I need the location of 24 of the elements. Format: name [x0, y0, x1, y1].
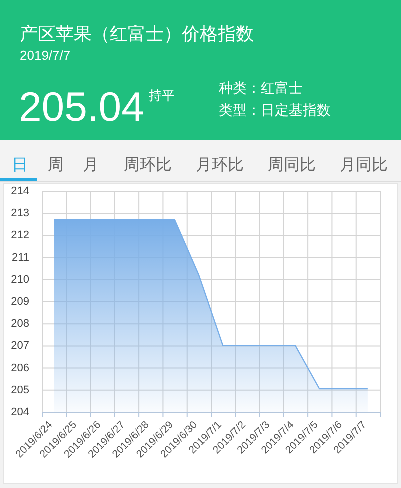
- y-tick-label: 209: [11, 296, 30, 308]
- text: 月: [83, 157, 99, 174]
- text: 周环比: [124, 156, 172, 174]
- chart-subtitle: 2019/7/7: [20, 48, 71, 63]
- y-tick-label: 208: [11, 318, 30, 330]
- text: 月同比: [340, 156, 388, 174]
- y-tick-label: 206: [11, 362, 30, 374]
- y-tick-label: 205: [11, 384, 30, 396]
- text: 日: [12, 157, 28, 174]
- text: 种类：红富士: [219, 80, 303, 96]
- text: 类型：日定基指数: [219, 102, 331, 118]
- y-tick-label: 210: [11, 274, 30, 286]
- y-tick-label: 213: [11, 208, 30, 220]
- text: 持平: [149, 88, 175, 103]
- text: 周: [48, 157, 64, 174]
- y-tick-label: 207: [11, 340, 30, 352]
- text: 周同比: [268, 156, 316, 174]
- y-tick-label: 204: [11, 406, 30, 419]
- chart-title: 产区苹果（红富士）价格指数: [20, 24, 254, 44]
- text: 205.04: [19, 84, 144, 130]
- text: 月环比: [196, 156, 244, 174]
- y-tick-label: 214: [11, 186, 30, 198]
- y-tick-label: 211: [12, 252, 30, 264]
- y-tick-label: 212: [11, 230, 30, 242]
